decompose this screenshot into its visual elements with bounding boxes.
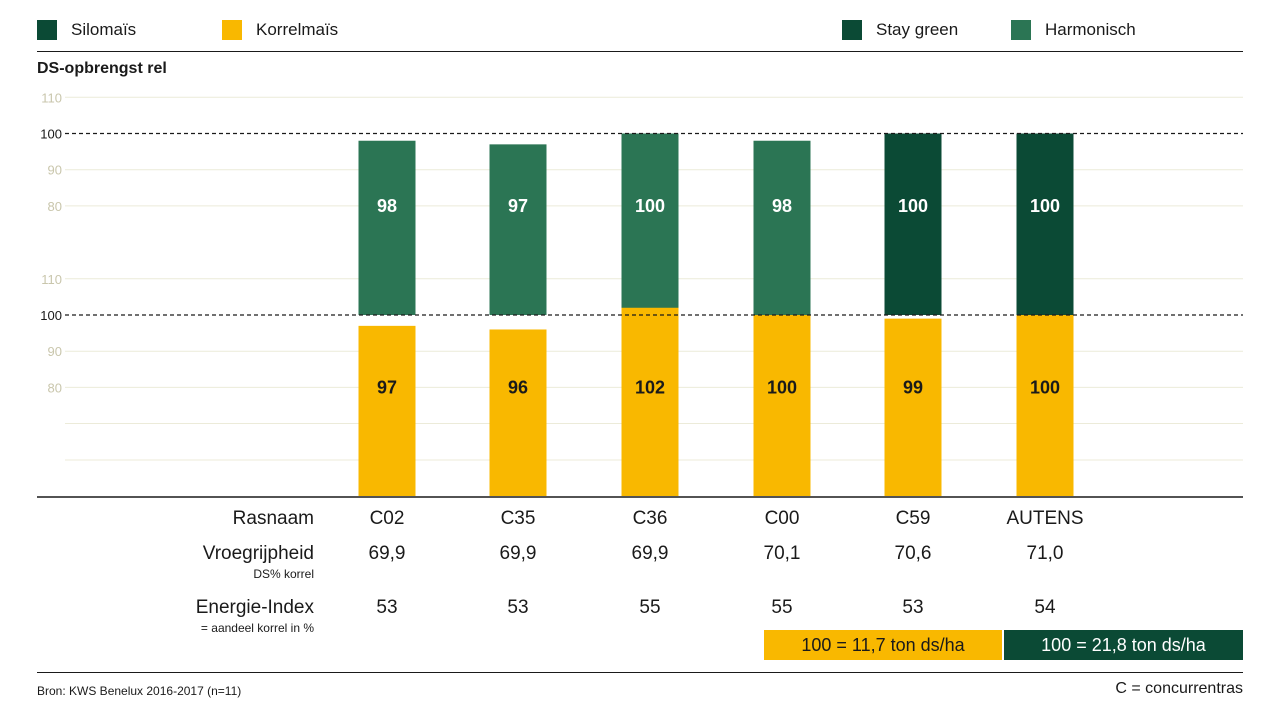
bar-silomais-c35 bbox=[489, 144, 547, 315]
legend-swatch-korrelmais bbox=[222, 20, 242, 40]
data-label: 100 bbox=[767, 377, 797, 397]
data-label: 97 bbox=[377, 377, 397, 397]
bar-silomais-autens bbox=[1016, 133, 1074, 315]
legend-harmonisch: Harmonisch bbox=[1011, 18, 1136, 42]
source-note: Bron: KWS Benelux 2016-2017 (n=11) bbox=[37, 684, 242, 698]
rasnaam-cell: C36 bbox=[632, 508, 668, 529]
legend-label-harmonisch: Harmonisch bbox=[1045, 20, 1136, 39]
reference-korrel-text: 100 = 11,7 ton ds/ha bbox=[801, 634, 965, 655]
bar-silomais-c02 bbox=[358, 140, 416, 315]
rasnaam-cell: C35 bbox=[500, 508, 536, 529]
data-label: 99 bbox=[903, 377, 923, 397]
y-axis-title: DS-opbrengst rel bbox=[37, 60, 167, 77]
bottom-rule bbox=[37, 672, 1243, 673]
bar-korrelmais-c02 bbox=[358, 325, 416, 496]
energie-cell: 53 bbox=[507, 597, 529, 618]
energie-cell: 55 bbox=[771, 597, 793, 618]
bar-silomais-c00 bbox=[753, 140, 811, 315]
vroegrijpheid-cell: 69,9 bbox=[631, 543, 669, 564]
legend-swatch-stay-green bbox=[842, 20, 862, 40]
energie-cell: 54 bbox=[1034, 597, 1056, 618]
y-tick-label: 100 bbox=[40, 308, 62, 323]
y-tick-label: 90 bbox=[48, 163, 62, 178]
vroegrijpheid-sublabel: DS% korrel bbox=[253, 567, 314, 581]
y-tick-label: 80 bbox=[48, 199, 62, 214]
rasnaam-cell: C02 bbox=[369, 508, 405, 529]
vroegrijpheid-label: Vroegrijpheid bbox=[202, 543, 314, 564]
data-label: 102 bbox=[635, 377, 665, 397]
bar-korrelmais-c59 bbox=[884, 318, 942, 496]
reference-silo: 100 = 21,8 ton ds/ha bbox=[1004, 630, 1243, 660]
legend-swatch-silomais bbox=[37, 20, 57, 40]
energie-cell: 53 bbox=[376, 597, 398, 618]
bar-korrelmais-autens bbox=[1016, 315, 1074, 496]
vroegrijpheid-cell: 69,9 bbox=[499, 543, 537, 564]
energie-cell: 53 bbox=[902, 597, 924, 618]
rasnaam-cell: C00 bbox=[764, 508, 800, 529]
data-label: 98 bbox=[377, 196, 397, 216]
data-label: 100 bbox=[1030, 377, 1060, 397]
rasnaam-label: Rasnaam bbox=[232, 508, 314, 529]
bar-korrelmais-c35 bbox=[489, 329, 547, 496]
legend-swatch-harmonisch bbox=[1011, 20, 1031, 40]
y-tick-label: 90 bbox=[48, 344, 62, 359]
bar-korrelmais-c36 bbox=[621, 307, 679, 496]
reference-silo-text: 100 = 21,8 ton ds/ha bbox=[1041, 634, 1206, 655]
energie-label: Energie-Index bbox=[195, 597, 314, 618]
legend-korrelmais: Korrelmaïs bbox=[222, 18, 338, 42]
competitor-note: C = concurrentras bbox=[1115, 680, 1243, 697]
reference-korrel: 100 = 11,7 ton ds/ha bbox=[764, 630, 1002, 660]
bar-silomais-c36 bbox=[621, 133, 679, 315]
legend-label-korrelmais: Korrelmaïs bbox=[256, 20, 339, 39]
vroegrijpheid-cell: 71,0 bbox=[1026, 543, 1064, 564]
data-label: 98 bbox=[772, 196, 792, 216]
vroegrijpheid-cell: 69,9 bbox=[368, 543, 406, 564]
energie-cell: 55 bbox=[639, 597, 661, 618]
data-label: 100 bbox=[635, 196, 665, 216]
data-label: 96 bbox=[508, 377, 528, 397]
y-tick-label: 100 bbox=[40, 127, 62, 142]
legend-silomais: Silomaïs bbox=[37, 18, 136, 42]
legend-stay-green: Stay green bbox=[842, 18, 958, 42]
y-tick-label: 110 bbox=[41, 272, 62, 287]
legend-label-silomais: Silomaïs bbox=[71, 20, 137, 39]
data-label: 100 bbox=[1030, 196, 1060, 216]
rasnaam-cell: C59 bbox=[895, 508, 931, 529]
rasnaam-cell: AUTENS bbox=[1006, 508, 1084, 529]
y-tick-label: 80 bbox=[48, 380, 62, 395]
energie-sublabel: = aandeel korrel in % bbox=[200, 621, 314, 635]
bar-korrelmais-c00 bbox=[753, 315, 811, 496]
vroegrijpheid-cell: 70,1 bbox=[763, 543, 801, 564]
data-label: 100 bbox=[898, 196, 928, 216]
bar-chart: 110 100 90 80 110 100 90 80 98 97 100 98 100 100 97 96 1… bbox=[37, 90, 1243, 498]
y-tick-label: 110 bbox=[41, 90, 62, 105]
bar-silomais-c59 bbox=[884, 133, 942, 315]
top-rule bbox=[37, 51, 1243, 52]
legend-label-stay-green: Stay green bbox=[876, 20, 959, 39]
vroegrijpheid-cell: 70,6 bbox=[894, 543, 932, 564]
data-label: 97 bbox=[508, 196, 528, 216]
